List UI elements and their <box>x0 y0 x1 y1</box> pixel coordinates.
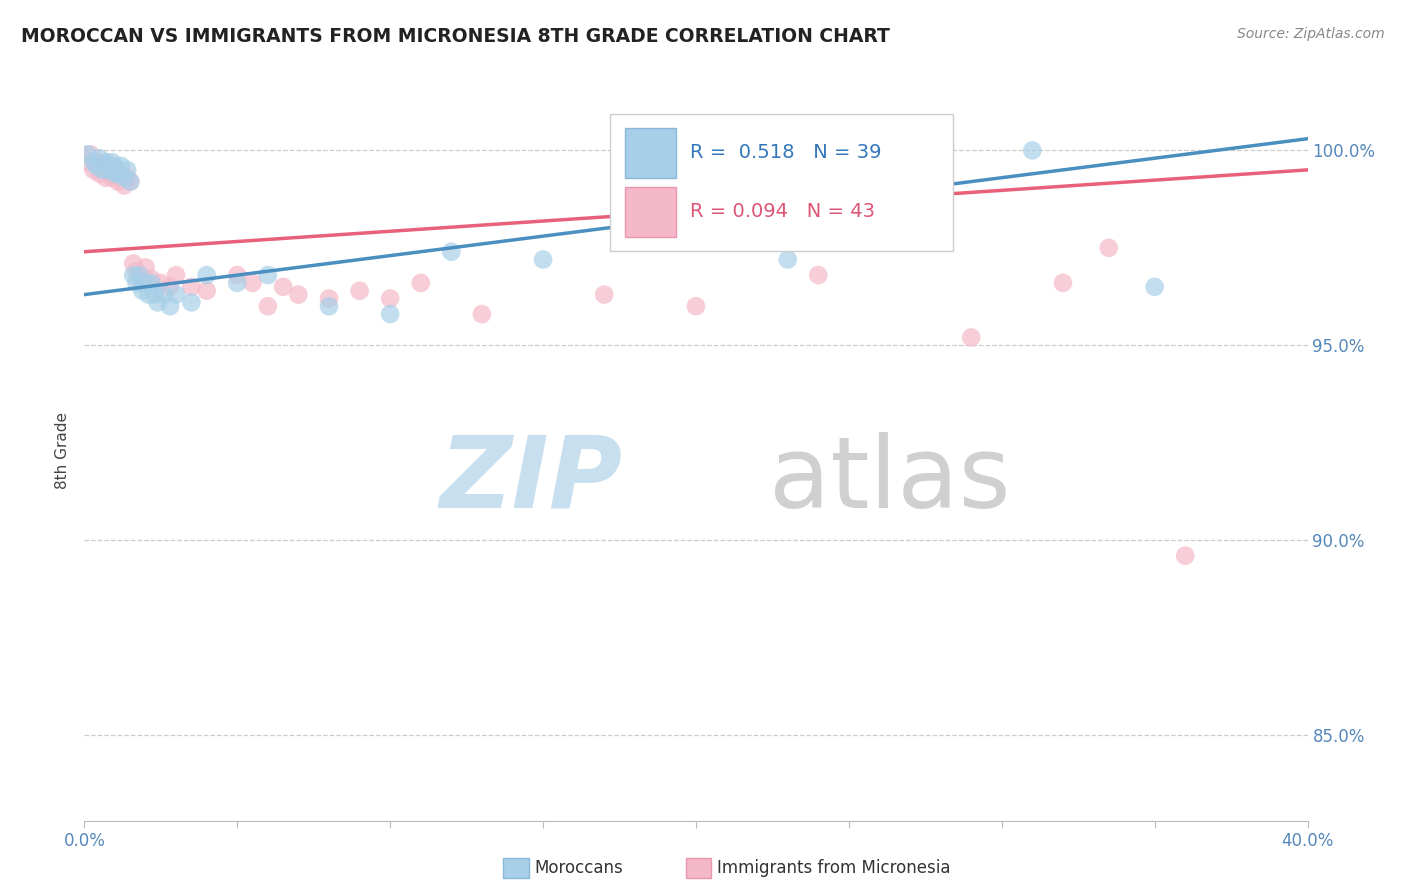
Point <box>115 162 138 177</box>
Point <box>120 175 142 189</box>
Point <box>318 292 340 306</box>
Point <box>112 170 135 185</box>
Point <box>271 280 294 294</box>
Point <box>138 287 160 301</box>
Point <box>131 284 153 298</box>
Point <box>131 276 153 290</box>
Text: atlas: atlas <box>769 432 1011 529</box>
Point <box>807 268 830 282</box>
Point <box>86 155 108 169</box>
Point <box>110 167 132 181</box>
Point <box>226 268 249 282</box>
Text: R = 0.094   N = 43: R = 0.094 N = 43 <box>690 202 875 221</box>
Point <box>107 175 129 189</box>
Point <box>112 178 135 193</box>
FancyBboxPatch shape <box>626 187 676 237</box>
Point <box>89 151 111 165</box>
Point <box>242 276 264 290</box>
Point <box>1021 144 1043 158</box>
Point <box>165 287 187 301</box>
Point <box>159 280 181 294</box>
Point <box>125 264 148 278</box>
Point <box>76 155 98 169</box>
Point <box>101 155 124 169</box>
Text: Immigrants from Micronesia: Immigrants from Micronesia <box>717 859 950 877</box>
Point <box>180 295 202 310</box>
FancyBboxPatch shape <box>626 128 676 178</box>
Point <box>257 268 280 282</box>
Point <box>960 330 983 344</box>
Point <box>149 276 172 290</box>
Point <box>257 299 280 313</box>
Point <box>125 276 148 290</box>
Point <box>141 276 163 290</box>
Point <box>685 299 707 313</box>
Y-axis label: 8th Grade: 8th Grade <box>55 412 70 489</box>
Text: MOROCCAN VS IMMIGRANTS FROM MICRONESIA 8TH GRADE CORRELATION CHART: MOROCCAN VS IMMIGRANTS FROM MICRONESIA 8… <box>21 27 890 45</box>
Point <box>91 159 114 173</box>
Point <box>165 268 187 282</box>
Text: ZIP: ZIP <box>440 432 623 529</box>
Point <box>143 287 166 301</box>
Point <box>1052 276 1074 290</box>
Point <box>226 276 249 290</box>
Text: Source: ZipAtlas.com: Source: ZipAtlas.com <box>1237 27 1385 41</box>
Point <box>380 292 402 306</box>
Point <box>94 155 117 169</box>
Point <box>135 260 157 275</box>
Point <box>115 170 138 185</box>
Point <box>91 162 114 177</box>
Point <box>146 295 169 310</box>
Point <box>1143 280 1166 294</box>
Point <box>128 268 150 282</box>
Point <box>89 167 111 181</box>
Point <box>86 159 108 173</box>
Point <box>76 147 98 161</box>
Point <box>94 170 117 185</box>
Point <box>471 307 494 321</box>
FancyBboxPatch shape <box>610 113 953 251</box>
Point <box>638 229 661 244</box>
Text: Moroccans: Moroccans <box>534 859 623 877</box>
Point <box>195 284 218 298</box>
Point <box>122 268 145 282</box>
Point <box>107 167 129 181</box>
Point <box>120 175 142 189</box>
Point <box>1174 549 1197 563</box>
Point <box>1098 241 1121 255</box>
Point <box>153 287 176 301</box>
Point <box>195 268 218 282</box>
Point <box>440 244 463 259</box>
Point <box>180 280 202 294</box>
Point <box>287 287 309 301</box>
Point <box>104 167 127 181</box>
Point <box>159 299 181 313</box>
Point <box>110 159 132 173</box>
Point <box>122 256 145 270</box>
Point <box>318 299 340 313</box>
Point <box>97 162 120 177</box>
Point <box>97 159 120 173</box>
Point <box>83 162 105 177</box>
Point <box>83 155 105 169</box>
Point <box>79 147 101 161</box>
Point <box>531 252 554 267</box>
Point <box>128 268 150 282</box>
Point <box>776 252 799 267</box>
Point <box>380 307 402 321</box>
Point <box>135 276 157 290</box>
Point <box>409 276 432 290</box>
Point <box>349 284 371 298</box>
Point <box>141 272 163 286</box>
Text: R =  0.518   N = 39: R = 0.518 N = 39 <box>690 143 882 161</box>
Point <box>101 170 124 185</box>
Point <box>104 162 127 177</box>
Point <box>104 159 127 173</box>
Point <box>593 287 616 301</box>
